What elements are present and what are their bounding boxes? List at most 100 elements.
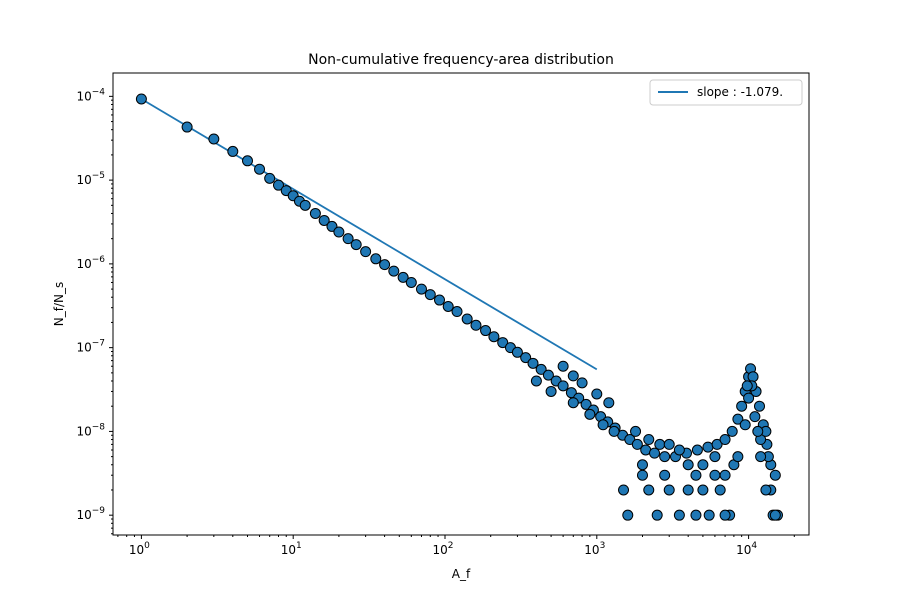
data-point: [649, 447, 661, 459]
data-point: [673, 444, 685, 456]
x-tick-label: 103: [584, 541, 605, 557]
fit-line: [140, 98, 598, 371]
data-point: [591, 388, 603, 400]
data-point: [754, 400, 765, 412]
data-point: [520, 352, 532, 364]
plot-area-frame: [112, 72, 810, 536]
data-point: [242, 155, 253, 167]
data-point: [470, 319, 482, 331]
data-point: [682, 484, 694, 496]
data-point: [451, 306, 463, 318]
data-point: [691, 444, 703, 456]
data-point: [342, 233, 354, 245]
data-point: [663, 438, 675, 450]
y-axis: 10−9 10−8 10−7 10−6 10−5 10−4: [76, 87, 113, 535]
data-point: [576, 377, 588, 389]
data-point: [673, 509, 685, 521]
legend-box: [649, 79, 803, 106]
data-point: [424, 289, 436, 301]
data-point: [405, 276, 417, 288]
data-point: [318, 214, 330, 226]
data-point: [732, 413, 744, 425]
data-point: [545, 385, 557, 397]
data-point: [690, 469, 702, 481]
data-point: [663, 484, 675, 496]
data-point: [709, 469, 721, 481]
data-point: [309, 207, 321, 219]
data-point: [711, 438, 723, 450]
data-point: [749, 411, 761, 423]
x-tick-label: 104: [736, 541, 757, 557]
data-point: [755, 451, 767, 463]
data-point: [659, 469, 671, 481]
data-point: [333, 226, 345, 238]
data-point: [608, 425, 620, 437]
y-tick-label: 10−5: [76, 171, 105, 187]
data-point: [272, 179, 284, 191]
y-tick-label: 10−7: [76, 339, 105, 355]
data-point: [719, 434, 731, 446]
data-point: [480, 325, 492, 337]
data-point: [736, 400, 748, 412]
data-point: [741, 380, 753, 392]
data-point: [697, 484, 709, 496]
data-point: [769, 509, 781, 521]
data-point: [654, 438, 666, 450]
data-point: [752, 425, 764, 437]
data-point: [697, 459, 709, 471]
data-point: [636, 469, 648, 481]
data-point: [442, 300, 454, 312]
data-point: [299, 199, 311, 211]
data-point: [227, 145, 239, 157]
data-point: [580, 398, 592, 410]
data-point: [719, 469, 731, 481]
data-point: [726, 425, 738, 437]
data-point: [760, 484, 772, 496]
data-point: [511, 346, 523, 358]
data-point: [732, 451, 744, 463]
data-point: [643, 434, 655, 446]
data-point: [769, 469, 781, 481]
data-point: [747, 371, 759, 383]
data-point: [643, 484, 655, 496]
data-point: [370, 253, 382, 265]
data-point: [690, 509, 702, 521]
data-point: [434, 294, 445, 306]
data-point: [567, 370, 579, 382]
data-point: [584, 408, 596, 420]
x-axis-label: A_f: [452, 567, 471, 581]
data-point: [350, 239, 362, 251]
y-tick-label: 10−8: [76, 422, 105, 438]
data-point: [719, 509, 731, 521]
data-point: [631, 438, 643, 450]
data-point: [542, 369, 554, 381]
data-point: [181, 121, 193, 133]
data-point: [557, 380, 569, 392]
data-point: [208, 133, 220, 145]
data-point: [488, 331, 500, 343]
data-point: [622, 509, 634, 521]
data-point: [497, 337, 509, 349]
data-point: [527, 357, 539, 369]
data-point: [702, 441, 714, 453]
data-point: [567, 397, 579, 409]
x-axis: 100 101 102 103 104: [117, 535, 795, 557]
x-tick-label: 100: [129, 541, 150, 557]
data-point: [461, 313, 473, 325]
data-point: [264, 172, 276, 184]
data-point: [703, 509, 715, 521]
data-point: [651, 509, 663, 521]
data-point: [636, 459, 648, 471]
data-point: [603, 397, 615, 409]
x-tick-label: 101: [281, 541, 302, 557]
data-point: [135, 93, 147, 105]
data-point: [714, 484, 726, 496]
data-point: [743, 392, 755, 404]
legend: slope : -1.079.: [649, 79, 803, 106]
data-point: [360, 246, 372, 258]
x-tick-label: 102: [432, 541, 453, 557]
data-point: [535, 363, 547, 375]
data-point: [557, 360, 569, 372]
data-point: [415, 283, 427, 295]
